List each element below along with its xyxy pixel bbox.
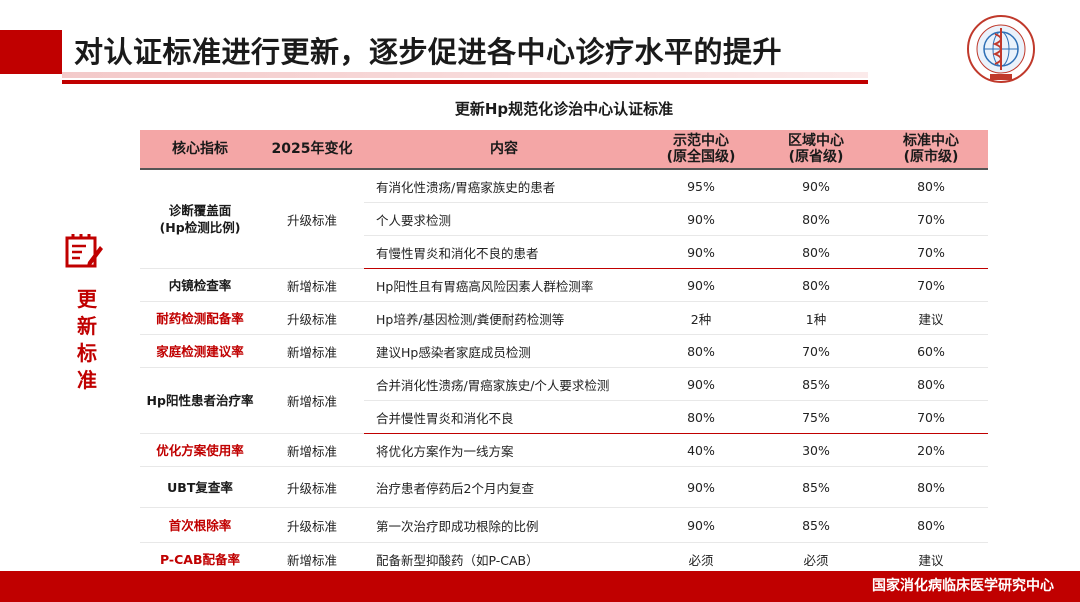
footer-bar: [0, 571, 1080, 602]
table-row: 优化方案使用率 新增标准 将优化方案作为一线方案 40% 30% 20%: [140, 433, 988, 467]
table-row: 家庭检测建议率 新增标准 建议Hp感染者家庭成员检测 80% 70% 60%: [140, 334, 988, 368]
header-regional-line1: 区域中心: [788, 133, 844, 149]
metric-line1: 诊断覆盖面: [168, 203, 232, 218]
table-row: 首次根除率 升级标准 第一次治疗即成功根除的比例 90% 85% 80%: [140, 507, 988, 543]
metric-line2: (Hp检测比例): [159, 220, 241, 235]
content-cell: Hp阳性且有胃癌高风险因素人群检测率: [364, 268, 644, 302]
certification-standards-table: 核心指标 2025年变化 内容 示范中心 (原全国级) 区域中心 (原省级) 标准中…: [140, 130, 988, 576]
content-cell: Hp培养/基因检测/粪便耐药检测等: [364, 301, 644, 335]
metric-cell: P-CAB配备率: [140, 542, 260, 576]
change-cell: 升级标准: [260, 507, 364, 543]
metric-cell: 内镜检查率: [140, 268, 260, 302]
header-standard-line1: 标准中心: [903, 133, 959, 149]
content-cell: 合并慢性胃炎和消化不良: [364, 400, 644, 434]
standard-value: 70%: [874, 235, 988, 269]
metric-cell: 耐药检测配备率: [140, 301, 260, 335]
standard-value: 70%: [874, 400, 988, 434]
demo-value: 90%: [644, 466, 758, 508]
table-header-row: 核心指标 2025年变化 内容 示范中心 (原全国级) 区域中心 (原省级) 标准中…: [140, 130, 988, 169]
header-regional-center: 区域中心 (原省级): [758, 130, 874, 169]
header-regional-line2: (原省级): [788, 149, 844, 165]
table-row: 内镜检查率 新增标准 Hp阳性且有胃癌高风险因素人群检测率 90% 80% 70…: [140, 268, 988, 302]
demo-value: 90%: [644, 235, 758, 269]
standard-value: 70%: [874, 202, 988, 236]
standard-value: 80%: [874, 367, 988, 401]
table-row: 耐药检测配备率 升级标准 Hp培养/基因检测/粪便耐药检测等 2种 1种 建议: [140, 301, 988, 335]
content-cell: 有慢性胃炎和消化不良的患者: [364, 235, 644, 269]
metric-cell: 优化方案使用率: [140, 433, 260, 467]
demo-value: 90%: [644, 507, 758, 543]
regional-value: 80%: [758, 268, 874, 302]
change-cell: 新增标准: [260, 268, 364, 302]
content-cell: 个人要求检测: [364, 202, 644, 236]
header-demo-center: 示范中心 (原全国级): [644, 130, 758, 169]
demo-value: 90%: [644, 268, 758, 302]
regional-value: 80%: [758, 202, 874, 236]
demo-value: 2种: [644, 301, 758, 335]
research-center-seal-icon: [967, 15, 1035, 83]
content-cell: 将优化方案作为一线方案: [364, 433, 644, 467]
regional-value: 90%: [758, 169, 874, 203]
content-cell: 有消化性溃疡/胃癌家族史的患者: [364, 169, 644, 203]
regional-value: 85%: [758, 466, 874, 508]
table-row: 有慢性胃炎和消化不良的患者 90% 80% 70%: [140, 235, 988, 269]
metric-cell: Hp阳性患者治疗率: [140, 367, 260, 434]
header-change: 2025年变化: [260, 130, 364, 169]
document-pen-icon: [65, 234, 103, 268]
metric-cell: UBT复查率: [140, 466, 260, 508]
standard-value: 80%: [874, 169, 988, 203]
standard-value: 20%: [874, 433, 988, 467]
header-content: 内容: [364, 130, 644, 169]
change-cell: 升级标准: [260, 301, 364, 335]
slide-title: 对认证标准进行更新，逐步促进各中心诊疗水平的提升: [74, 35, 783, 69]
content-cell: 第一次治疗即成功根除的比例: [364, 507, 644, 543]
header-standard-center: 标准中心 (原市级): [874, 130, 988, 169]
standard-value: 70%: [874, 268, 988, 302]
footer-text: 国家消化病临床医学研究中心: [872, 578, 1054, 594]
table-row: UBT复查率 升级标准 治疗患者停药后2个月内复查 90% 85% 80%: [140, 466, 988, 508]
title-accent-bar: [0, 30, 62, 74]
table-title: 更新Hp规范化诊治中心认证标准: [454, 100, 674, 118]
change-cell: 升级标准: [260, 466, 364, 508]
metric-cell: 首次根除率: [140, 507, 260, 543]
demo-value: 40%: [644, 433, 758, 467]
regional-value: 70%: [758, 334, 874, 368]
change-cell: 新增标准: [260, 367, 364, 434]
demo-value: 80%: [644, 400, 758, 434]
standard-value: 60%: [874, 334, 988, 368]
header-metric: 核心指标: [140, 130, 260, 169]
regional-value: 85%: [758, 507, 874, 543]
standard-value: 建议: [874, 301, 988, 335]
header-demo-line1: 示范中心: [673, 133, 729, 149]
regional-value: 30%: [758, 433, 874, 467]
header-demo-line2: (原全国级): [666, 149, 736, 165]
change-cell: 新增标准: [260, 433, 364, 467]
change-cell: 升级标准: [260, 169, 364, 269]
demo-value: 95%: [644, 169, 758, 203]
content-cell: 治疗患者停药后2个月内复查: [364, 466, 644, 508]
regional-value: 75%: [758, 400, 874, 434]
content-cell: 建议Hp感染者家庭成员检测: [364, 334, 644, 368]
demo-value: 90%: [644, 202, 758, 236]
standard-value: 80%: [874, 507, 988, 543]
title-underline: [62, 80, 868, 84]
demo-value: 80%: [644, 334, 758, 368]
regional-value: 1种: [758, 301, 874, 335]
header-standard-line2: (原市级): [903, 149, 959, 165]
demo-value: 必须: [644, 542, 758, 576]
table-row: 个人要求检测 90% 80% 70%: [140, 202, 988, 236]
table-row: 合并慢性胃炎和消化不良 80% 75% 70%: [140, 400, 988, 434]
change-cell: 新增标准: [260, 334, 364, 368]
regional-value: 85%: [758, 367, 874, 401]
title-underline-gradient: [62, 72, 868, 78]
demo-value: 90%: [644, 367, 758, 401]
side-label: 更新标准: [77, 287, 97, 392]
table-row: Hp阳性患者治疗率 新增标准 合并消化性溃疡/胃癌家族史/个人要求检测 90% …: [140, 367, 988, 434]
content-cell: 合并消化性溃疡/胃癌家族史/个人要求检测: [364, 367, 644, 401]
regional-value: 80%: [758, 235, 874, 269]
metric-cell: 家庭检测建议率: [140, 334, 260, 368]
table-row: 诊断覆盖面 (Hp检测比例) 升级标准 有消化性溃疡/胃癌家族史的患者 95% 9…: [140, 169, 988, 269]
standard-value: 80%: [874, 466, 988, 508]
metric-cell: 诊断覆盖面 (Hp检测比例): [140, 169, 260, 269]
